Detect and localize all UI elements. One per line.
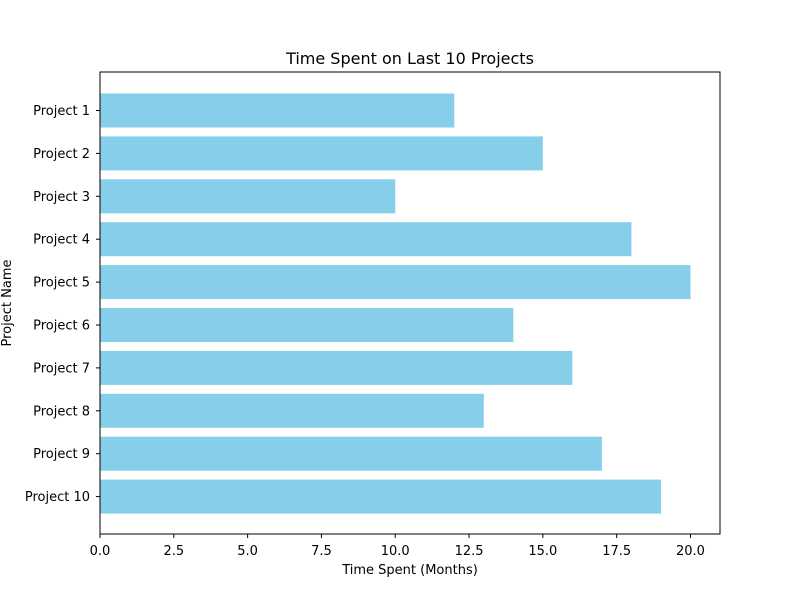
bar-2 bbox=[100, 136, 543, 171]
bar-7 bbox=[100, 350, 573, 385]
x-tick-label: 2.5 bbox=[163, 544, 184, 559]
y-tick-label: Project 6 bbox=[33, 319, 90, 334]
x-tick-label: 7.5 bbox=[311, 544, 332, 559]
bar-4 bbox=[100, 222, 632, 257]
x-tick-label: 12.5 bbox=[455, 544, 484, 559]
x-tick-label: 5.0 bbox=[237, 544, 258, 559]
y-tick-label: Project 2 bbox=[33, 147, 90, 162]
bar-1 bbox=[100, 93, 455, 128]
bar-10 bbox=[100, 479, 661, 514]
x-axis-label: Time Spent (Months) bbox=[341, 563, 478, 578]
x-tick-label: 15.0 bbox=[528, 544, 557, 559]
y-tick-label: Project 9 bbox=[33, 447, 90, 462]
y-tick-label: Project 8 bbox=[33, 404, 90, 419]
y-tick-label: Project 4 bbox=[33, 233, 90, 248]
bar-6 bbox=[100, 308, 514, 342]
bars-group bbox=[100, 93, 691, 514]
y-tick-label: Project 10 bbox=[25, 490, 90, 505]
bar-5 bbox=[100, 265, 691, 300]
x-tick-label: 17.5 bbox=[602, 544, 631, 559]
bar-3 bbox=[100, 179, 396, 214]
y-axis-label: Project Name bbox=[0, 260, 15, 347]
ticks-group: Project 1 Project 2 Project 3 Project 4 Proj… bbox=[25, 104, 705, 559]
y-tick-label: Project 1 bbox=[33, 104, 90, 119]
y-tick-label: Project 3 bbox=[33, 190, 90, 205]
bar-9 bbox=[100, 436, 602, 471]
plot-frame bbox=[99, 71, 721, 535]
y-tick-label: Project 5 bbox=[33, 276, 90, 291]
bar-8 bbox=[100, 393, 484, 428]
x-tick-label: 10.0 bbox=[381, 544, 410, 559]
x-tick-label: 0.0 bbox=[90, 544, 111, 559]
chart-title: Time Spent on Last 10 Projects bbox=[285, 49, 534, 68]
y-tick-label: Project 7 bbox=[33, 361, 90, 376]
x-tick-label: 20.0 bbox=[676, 544, 705, 559]
